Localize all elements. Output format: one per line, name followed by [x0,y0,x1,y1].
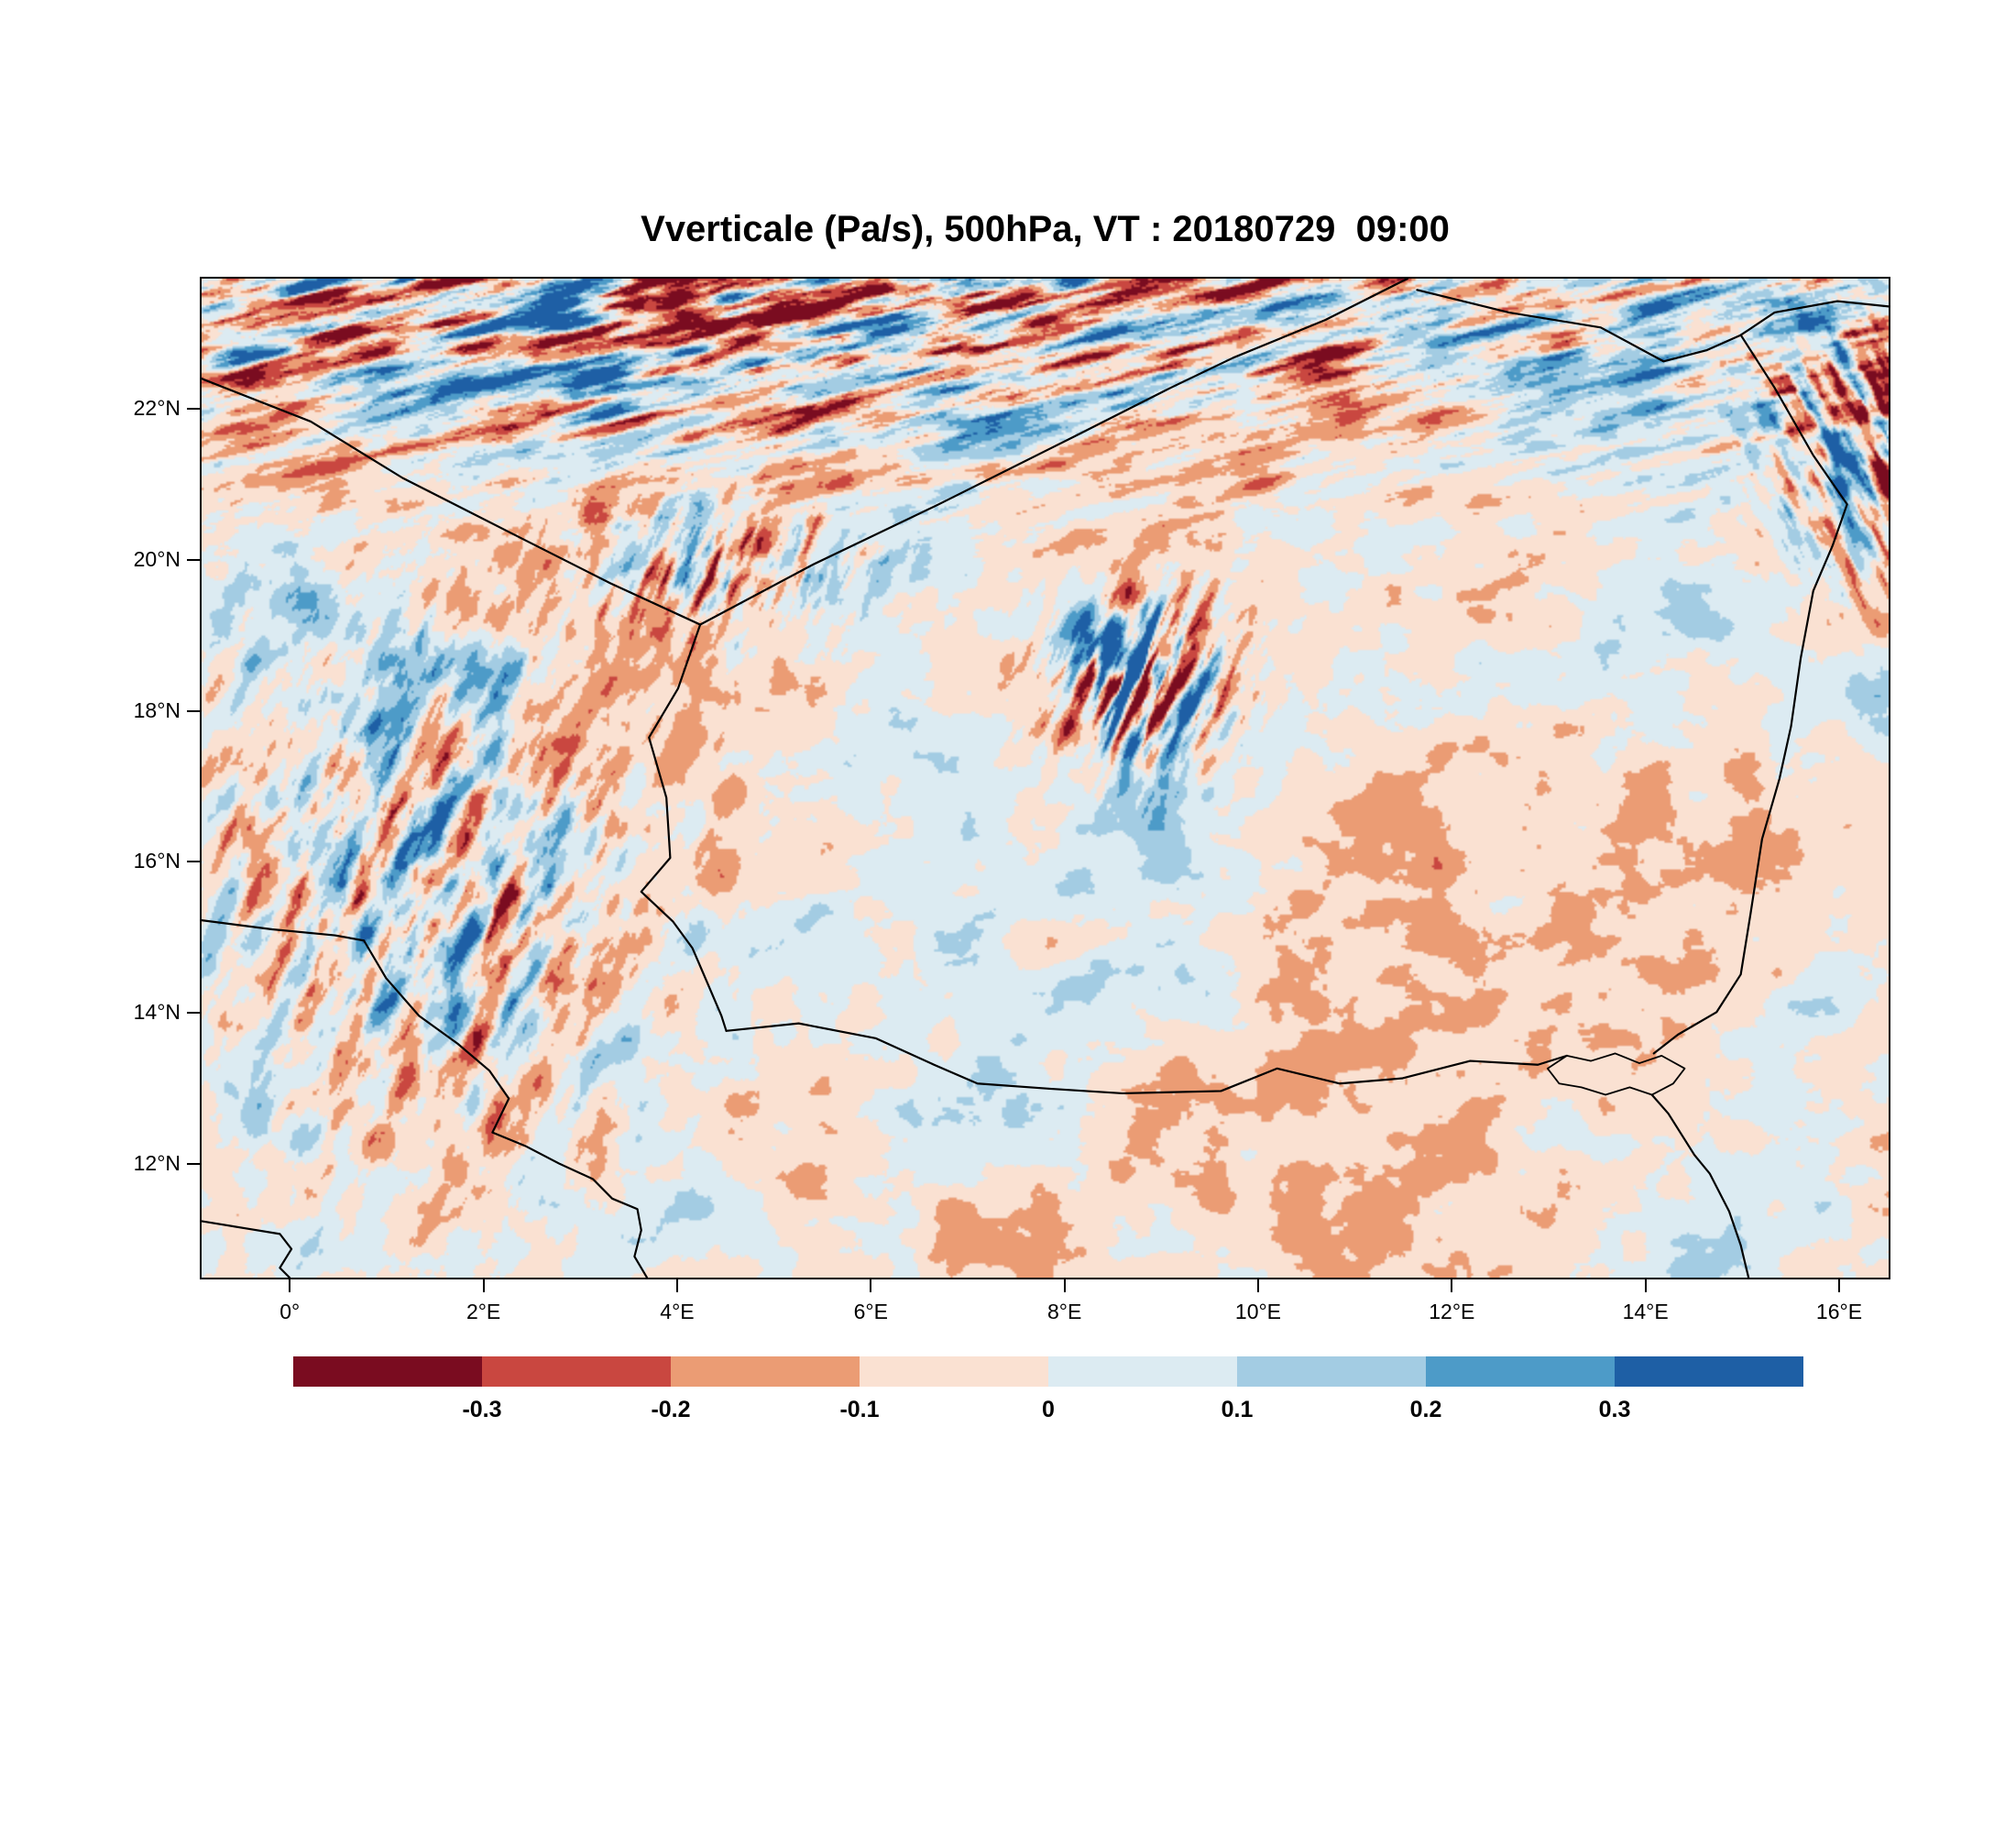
lon-tick-label: 0° [279,1300,301,1323]
lon-tick [1256,1279,1259,1292]
lon-tick-label: 10°E [1234,1300,1282,1323]
lat-tick-label: 16°N [133,849,181,873]
lat-tick-label: 18°N [133,697,181,722]
border-mali-niger [640,623,728,1032]
colorbar-segment [1426,1356,1615,1387]
lat-tick [187,1012,200,1015]
colorbar-tick-label: -0.3 [462,1397,502,1422]
border-libya-niger [1416,289,1742,363]
colorbar-segment [482,1356,671,1387]
lon-tick-label: 16°E [1815,1300,1863,1323]
border-libya-chad [1739,300,1889,336]
lat-tick-label: 12°N [133,1150,181,1175]
lat-tick-label: 22°N [133,396,181,421]
lat-tick [187,861,200,863]
border-algeria-libya [1233,279,1409,359]
lon-tick [1837,1279,1840,1292]
vertical-velocity-field-canvas [202,279,1889,1278]
border-chad-cameroon [1650,1093,1750,1278]
lat-tick [187,558,200,561]
plot-title: Vverticale (Pa/s), 500hPa, VT : 20180729… [641,209,1450,249]
border-niger-nigeria [725,1022,1568,1095]
lon-tick-label: 2°E [466,1300,501,1323]
lon-tick-label: 8°E [1046,1300,1082,1323]
colorbar-segment [1237,1356,1426,1387]
lon-tick [1451,1279,1453,1292]
colorbar-tick-label: -0.1 [839,1397,880,1422]
border-algeria-niger [699,357,1235,626]
lon-tick-label: 4°E [660,1300,695,1323]
lon-tick-label: 6°E [853,1300,888,1323]
border-niger-burkina-benin [202,919,649,1278]
colorbar-tick-label: 0 [1042,1397,1055,1422]
lat-tick [187,709,200,712]
lat-tick-label: 20°N [133,546,181,571]
lon-tick [1063,1279,1066,1292]
country-borders-overlay [202,279,1889,1278]
colorbar-tick-label: -0.2 [651,1397,691,1422]
colorbar-segment [1615,1356,1803,1387]
colorbar-tick-label: 0.3 [1598,1397,1631,1422]
colorbar-segment [671,1356,860,1387]
colorbar-segment [1048,1356,1237,1387]
colorbar-segment [860,1356,1048,1387]
lat-tick [187,1162,200,1165]
colorbar-tick-label: 0.2 [1409,1397,1442,1422]
map-plot-area [200,277,1890,1279]
lon-tick-label: 12°E [1429,1300,1475,1323]
colorbar-segment [293,1356,482,1387]
lat-tick-label: 14°N [133,1000,181,1025]
lon-tick [482,1279,485,1292]
lon-tick [675,1279,678,1292]
border-lake-chad [1546,1052,1686,1096]
colorbar-tick-label: 0.1 [1221,1397,1254,1422]
lon-tick [870,1279,872,1292]
colorbar [293,1356,1803,1387]
lon-tick [1644,1279,1647,1292]
border-sw-corner [202,1220,293,1278]
lat-tick [187,408,200,411]
lon-tick-label: 14°E [1622,1300,1669,1323]
lon-tick [289,1279,291,1292]
border-algeria-mali [202,378,702,626]
border-niger-chad [1652,334,1848,1055]
